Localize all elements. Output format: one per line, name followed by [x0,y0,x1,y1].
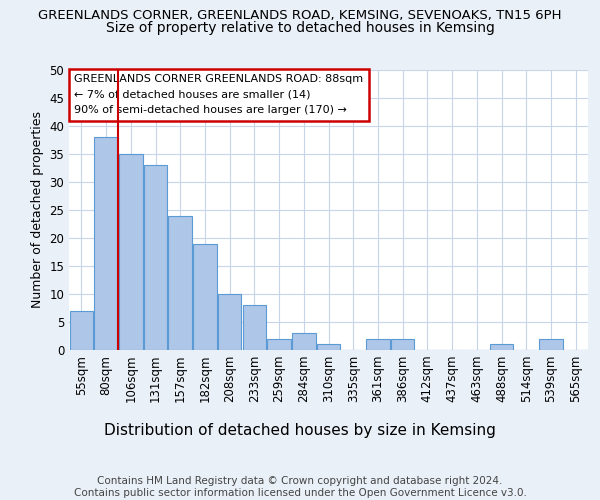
Bar [317,344,340,350]
Text: Size of property relative to detached houses in Kemsing: Size of property relative to detached ho… [106,21,494,35]
Bar [169,216,192,350]
Y-axis label: Number of detached properties: Number of detached properties [31,112,44,308]
Bar [218,294,241,350]
Text: GREENLANDS CORNER GREENLANDS ROAD: 88sqm
← 7% of detached houses are smaller (14: GREENLANDS CORNER GREENLANDS ROAD: 88sqm… [74,74,364,116]
Bar [144,165,167,350]
Bar [292,333,316,350]
Bar [70,311,93,350]
Text: Contains HM Land Registry data © Crown copyright and database right 2024.
Contai: Contains HM Land Registry data © Crown c… [74,476,526,498]
Bar [242,305,266,350]
Bar [391,339,415,350]
Bar [193,244,217,350]
Bar [539,339,563,350]
Bar [94,137,118,350]
Bar [366,339,389,350]
Bar [268,339,291,350]
Text: Distribution of detached houses by size in Kemsing: Distribution of detached houses by size … [104,422,496,438]
Text: GREENLANDS CORNER, GREENLANDS ROAD, KEMSING, SEVENOAKS, TN15 6PH: GREENLANDS CORNER, GREENLANDS ROAD, KEMS… [38,9,562,22]
Bar [119,154,143,350]
Bar [490,344,513,350]
